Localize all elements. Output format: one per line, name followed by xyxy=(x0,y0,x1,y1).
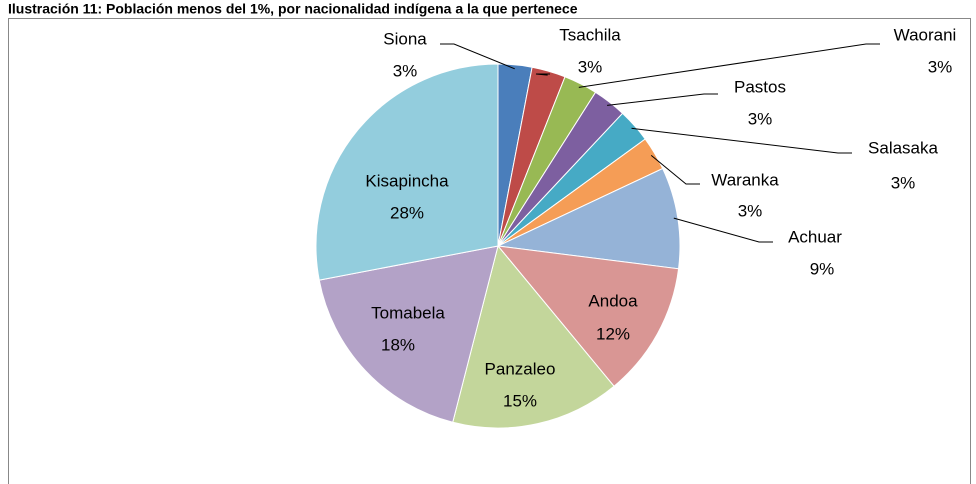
slice-label: Salasaka xyxy=(868,138,938,157)
chart-title: Ilustración 11: Población menos del 1%, … xyxy=(8,1,578,17)
slice-value-label: 3% xyxy=(748,109,773,128)
leader-line xyxy=(673,217,773,243)
slice-value-label: 3% xyxy=(891,173,916,192)
pie-slice xyxy=(315,63,499,281)
slice-value-label: 18% xyxy=(381,335,415,354)
slice-value-label: 15% xyxy=(503,391,537,410)
leader-line xyxy=(650,155,700,185)
pie-slice xyxy=(452,244,615,429)
slice-value-label: 9% xyxy=(810,259,835,278)
slice-value-label: 12% xyxy=(596,324,630,343)
slice-label: Pastos xyxy=(734,77,786,96)
slice-label: Panzaleo xyxy=(485,359,556,378)
pie-slice xyxy=(496,167,681,270)
pie-slice xyxy=(496,245,680,387)
slice-label: Kisapincha xyxy=(365,171,449,190)
leader-line xyxy=(607,93,718,106)
slice-value-label: 3% xyxy=(393,61,418,80)
leader-line xyxy=(578,43,880,88)
slice-label: Achuar xyxy=(788,227,842,246)
leader-line xyxy=(535,73,550,76)
pie-slice xyxy=(318,245,499,423)
slice-label: Waranka xyxy=(711,170,779,189)
slice-label: Tsachila xyxy=(559,25,621,44)
slice-value-label: 3% xyxy=(928,57,953,76)
slice-label: Tomabela xyxy=(371,303,445,322)
leader-line xyxy=(631,127,852,154)
slice-value-label: 3% xyxy=(578,57,603,76)
slice-label: Siona xyxy=(383,29,427,48)
slice-label: Andoa xyxy=(588,291,638,310)
slice-label: Waorani xyxy=(894,25,957,44)
leader-line xyxy=(440,43,515,70)
slice-value-label: 28% xyxy=(390,203,424,222)
slice-value-label: 3% xyxy=(738,201,763,220)
